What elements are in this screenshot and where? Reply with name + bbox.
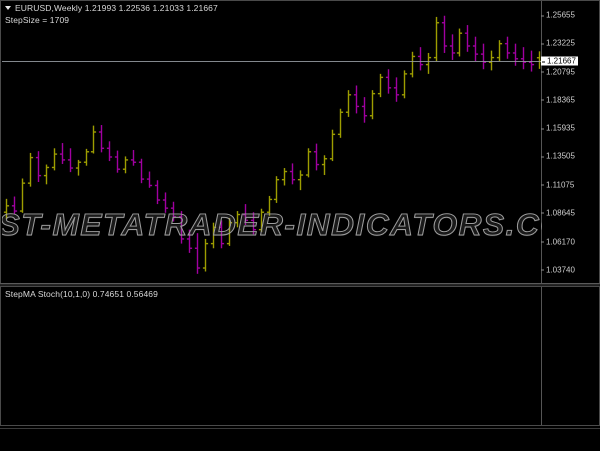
indicator-panel[interactable]: StepMA Stoch(10,1,0) 0.74651 0.56469 (0, 286, 600, 426)
indicator-header-label: StepMA Stoch(10,1,0) 0.74651 0.56469 (5, 289, 158, 299)
price-axis-tick: 1.25655 (541, 11, 575, 20)
price-axis[interactable]: 1.25655 1.23225 1.20795 1.18365 1.15935 1.135… (541, 1, 599, 285)
price-axis-tick: 1.03740 (541, 265, 575, 274)
price-axis-tick: 1.23225 (541, 39, 575, 48)
indicator-axis[interactable] (541, 287, 599, 425)
price-axis-tick: 1.13505 (541, 152, 575, 161)
current-price-line (2, 61, 542, 62)
price-axis-tick: 1.08645 (541, 208, 575, 217)
indicator-plot-area[interactable] (2, 287, 542, 425)
price-axis-tick: 1.06170 (541, 237, 575, 246)
candlestick-series (3, 15, 542, 274)
current-price-tag: 1.21667 (541, 56, 578, 66)
price-chart-panel[interactable]: BEST-METATRADER-INDICATORS.COM EURUSD,We… (0, 0, 600, 285)
indicator-axis-line (541, 287, 542, 425)
price-axis-tick: 1.18365 (541, 95, 575, 104)
date-axis[interactable] (0, 428, 600, 451)
panel-separator[interactable] (0, 283, 600, 287)
price-plot-area[interactable]: BEST-METATRADER-INDICATORS.COM (2, 1, 542, 284)
price-axis-tick: 1.11075 (541, 180, 574, 189)
price-axis-tick: 1.15935 (541, 124, 575, 133)
price-axis-tick: 1.20795 (541, 67, 575, 76)
stepma-stoch-series (2, 287, 542, 425)
price-axis-line (541, 1, 542, 285)
